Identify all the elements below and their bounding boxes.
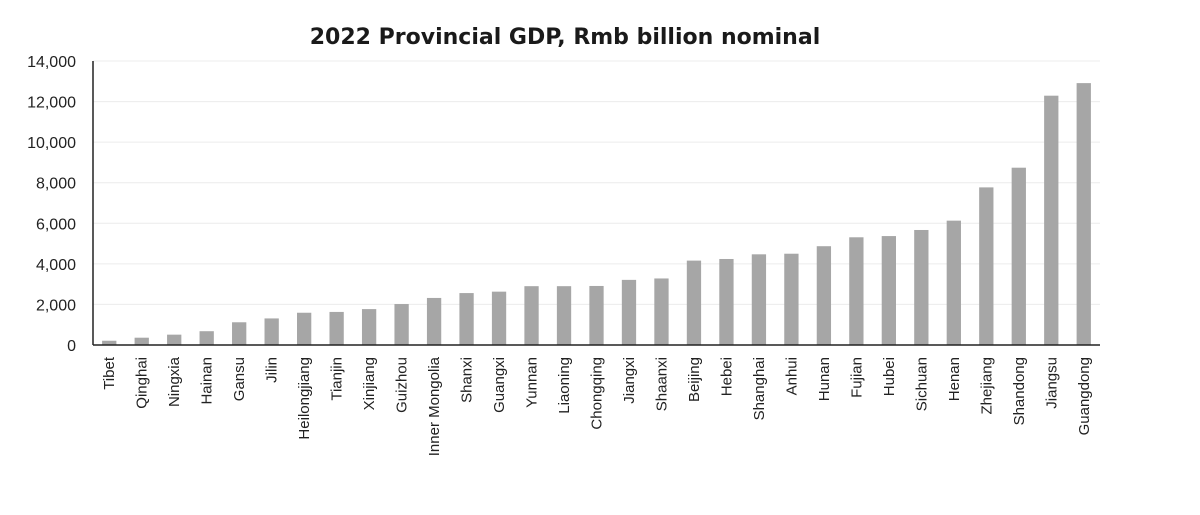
x-tick-label: Guangxi (491, 357, 508, 413)
x-tick-label: Yunnan (524, 357, 541, 408)
bar (946, 220, 961, 345)
bar (589, 285, 604, 345)
x-tick-label: Hunan (816, 357, 833, 401)
x-tick-label: Tibet (101, 356, 118, 390)
x-tick-label: Sichuan (913, 357, 930, 411)
x-tick-label: Liaoning (556, 357, 573, 414)
y-tick-label: 12,000 (27, 95, 76, 112)
x-tick-label: Shaanxi (653, 357, 670, 411)
bar (102, 340, 117, 345)
chart-title: 2022 Provincial GDP, Rmb billion nominal (310, 25, 820, 50)
axes (92, 61, 1100, 346)
bar (232, 322, 247, 345)
bar (1076, 83, 1091, 346)
bar (264, 318, 279, 345)
x-tick-label: Beijing (686, 357, 703, 402)
bar (524, 286, 539, 345)
y-tick-label: 8,000 (36, 176, 76, 193)
bar (751, 254, 767, 345)
bar (719, 258, 734, 345)
bar (1011, 167, 1026, 345)
bar (426, 297, 442, 345)
bar (329, 311, 344, 345)
bar (296, 312, 312, 345)
x-tick-label: Heilongjiang (296, 357, 313, 440)
y-tick-label: 6,000 (36, 216, 76, 233)
bar (816, 246, 832, 345)
x-tick-label: Hainan (199, 357, 216, 405)
bar (849, 237, 864, 345)
x-tick-label: Shanghai (751, 357, 768, 420)
bar (881, 236, 897, 345)
bars (102, 83, 1091, 346)
x-tick-label: Chongqing (589, 357, 606, 430)
x-tick-label: Inner Mongolia (426, 356, 443, 456)
x-tick-label: Anhui (783, 357, 800, 395)
y-tick-label: 10,000 (27, 135, 76, 152)
y-axis-ticks: 0 2,000 4,000 6,000 8,000 10,000 12,000 14,000 (27, 54, 76, 355)
gridlines (93, 60, 1100, 305)
x-tick-label: Henan (946, 357, 963, 401)
y-tick-label: 4,000 (36, 257, 76, 274)
bar (394, 304, 409, 345)
x-tick-label: Fujian (848, 357, 865, 398)
bar (134, 337, 149, 345)
x-tick-label: Ningxia (166, 356, 183, 407)
bar (1044, 95, 1059, 345)
y-tick-label: 0 (67, 338, 76, 355)
y-tick-label: 2,000 (36, 297, 76, 314)
bar (686, 260, 702, 345)
x-tick-label: Guizhou (394, 357, 411, 413)
bar (199, 331, 214, 345)
x-tick-label: Guangdong (1076, 357, 1093, 435)
bar (556, 286, 572, 345)
y-tick-label: 14,000 (27, 54, 76, 71)
x-tick-label: Shandong (1011, 357, 1028, 425)
x-tick-label: Gansu (231, 357, 248, 401)
x-tick-label: Jiangsu (1043, 357, 1060, 409)
bar (491, 291, 507, 345)
x-tick-label: Xinjiang (361, 357, 378, 410)
bar (167, 334, 182, 345)
x-tick-label: Hubei (881, 357, 898, 396)
bar (784, 253, 799, 345)
bar (621, 279, 637, 345)
x-tick-label: Qinghai (134, 357, 151, 409)
x-tick-label: Jilin (264, 357, 281, 383)
x-axis-ticks: Tibet Qinghai Ningxia Hainan Gansu Jilin Heilo… (101, 356, 1093, 456)
x-tick-label: Hebei (718, 357, 735, 396)
bar (459, 293, 474, 345)
bar (654, 278, 669, 345)
bar (979, 187, 994, 345)
bar (914, 229, 929, 345)
x-tick-label: Tianjin (329, 357, 346, 401)
x-tick-label: Jiangxi (621, 357, 638, 404)
bar (361, 309, 377, 345)
x-tick-label: Zhejiang (978, 357, 995, 415)
x-tick-label: Shanxi (459, 357, 476, 403)
